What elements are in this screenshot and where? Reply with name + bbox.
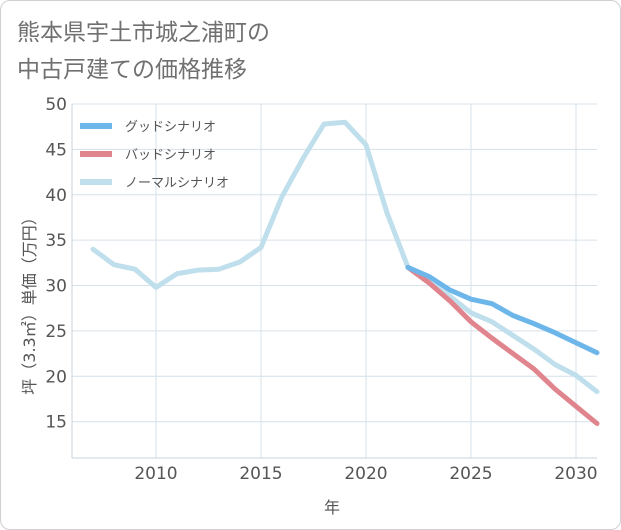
chart-title: 熊本県宇土市城之浦町の 中古戸建ての価格推移 — [17, 15, 270, 89]
y-tick-label: 45 — [45, 140, 67, 160]
series-line-bad — [405, 264, 600, 426]
y-tick-label: 15 — [45, 413, 67, 433]
y-tick-label: 40 — [45, 186, 67, 206]
x-tick-label: 2015 — [239, 464, 282, 484]
x-tick-labels: 2010 2015 2020 2025 2030 — [134, 464, 597, 484]
y-tick-label: 20 — [45, 367, 67, 387]
x-tick-label: 2010 — [134, 464, 177, 484]
chart-title-line2: 中古戸建ての価格推移 — [17, 57, 247, 83]
series-line-normal — [90, 119, 600, 395]
chart-title-line1: 熊本県宇土市城之浦町の — [17, 20, 270, 46]
legend-label: グッドシナリオ — [125, 120, 216, 135]
y-tick-label: 25 — [45, 322, 67, 342]
series-lines — [90, 119, 600, 426]
y-axis-label: 坪（3.3㎡）単価（万円） — [20, 209, 39, 394]
x-axis-label: 年 — [324, 498, 340, 517]
x-tick-label: 2020 — [344, 464, 387, 484]
series-line-good — [405, 264, 600, 356]
legend-label: ノーマルシナリオ — [125, 176, 229, 191]
y-tick-labels: 15 20 25 30 35 40 45 50 — [45, 95, 67, 433]
legend-label: バッドシナリオ — [125, 148, 216, 163]
y-tick-label: 30 — [45, 277, 67, 297]
y-tick-label: 50 — [45, 95, 67, 115]
x-tick-label: 2030 — [554, 464, 597, 484]
x-tick-label: 2025 — [449, 464, 492, 484]
y-tick-label: 35 — [45, 231, 67, 251]
